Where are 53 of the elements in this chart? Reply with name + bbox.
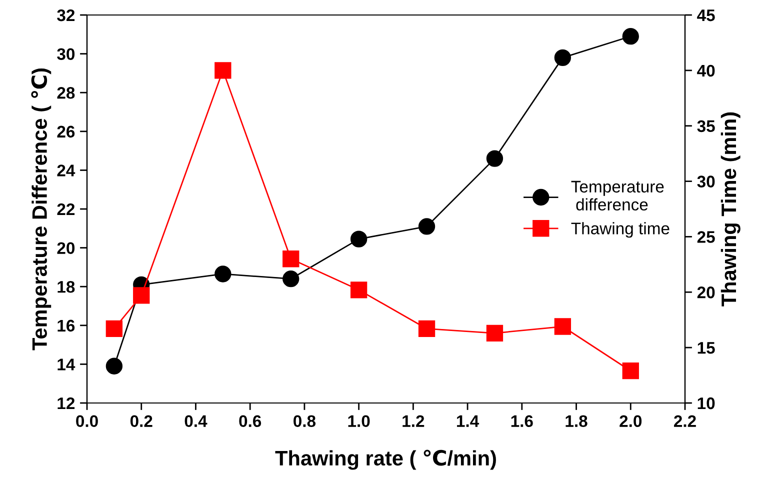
x-tick-label: 1.2: [402, 415, 424, 427]
x-tick-label: 0.0: [76, 415, 98, 428]
x-tick-label: 0.6: [239, 415, 262, 428]
y-tick-label: 30: [57, 48, 75, 60]
y-tick-label: 24: [57, 164, 76, 176]
y-tick-label: 26: [57, 126, 75, 138]
y-tick-label: 20: [57, 242, 75, 254]
y2-tick-label: 45: [697, 10, 715, 22]
point: [106, 358, 123, 374]
point: [282, 270, 300, 288]
y2-tick-label: 15: [698, 342, 715, 354]
x-axis-title: Thawing rate ( ℃/min): [275, 450, 496, 470]
point: [282, 250, 300, 268]
point: [622, 28, 639, 45]
y-tick-label: 22: [57, 203, 75, 216]
x-tick-label: 0.2: [130, 415, 152, 428]
y-tick-label: 12: [58, 397, 75, 410]
y-tick-label: 32: [57, 9, 75, 22]
y2-axis-title: Thawing Time (min): [720, 112, 740, 306]
y-tick-label: 18: [58, 281, 75, 293]
point: [350, 282, 368, 298]
y2-tick-label: 30: [697, 176, 715, 188]
point: [214, 266, 232, 282]
x-tick-label: 1.4: [457, 415, 480, 427]
point: [418, 218, 436, 235]
x-tick-label: 2.0: [620, 415, 642, 428]
x-tick-label: 1.6: [511, 415, 533, 428]
y-axis-title: Temperature Difference ( ℃): [31, 68, 52, 350]
y2-tick-label: 35: [697, 120, 715, 132]
point: [622, 362, 639, 380]
point: [106, 320, 123, 338]
point: [486, 150, 504, 167]
point: [133, 287, 150, 304]
y-tick-label: 14: [58, 358, 76, 370]
y-tick-label: 16: [58, 320, 75, 332]
x-tick-label: 1.8: [566, 415, 588, 428]
point: [350, 230, 368, 248]
x-tick-label: 0.8: [294, 415, 316, 428]
y2-tick-label: 20: [697, 286, 715, 298]
point: [554, 49, 572, 66]
x-tick-label: 1.0: [348, 415, 370, 428]
y-tick-label: 28: [57, 87, 75, 99]
point: [554, 318, 572, 335]
y2-tick-label: 40: [697, 64, 715, 77]
point: [418, 320, 436, 338]
legend-label: Thawing time: [571, 222, 670, 238]
point: [214, 62, 232, 79]
x-tick-label: 0.4: [184, 415, 208, 428]
x-tick-label: 2.2: [674, 415, 696, 427]
y2-tick-label: 10: [698, 397, 715, 410]
point: [486, 324, 504, 342]
legend-label: Temperature difference: [571, 180, 664, 211]
y2-tick-label: 25: [697, 231, 715, 243]
